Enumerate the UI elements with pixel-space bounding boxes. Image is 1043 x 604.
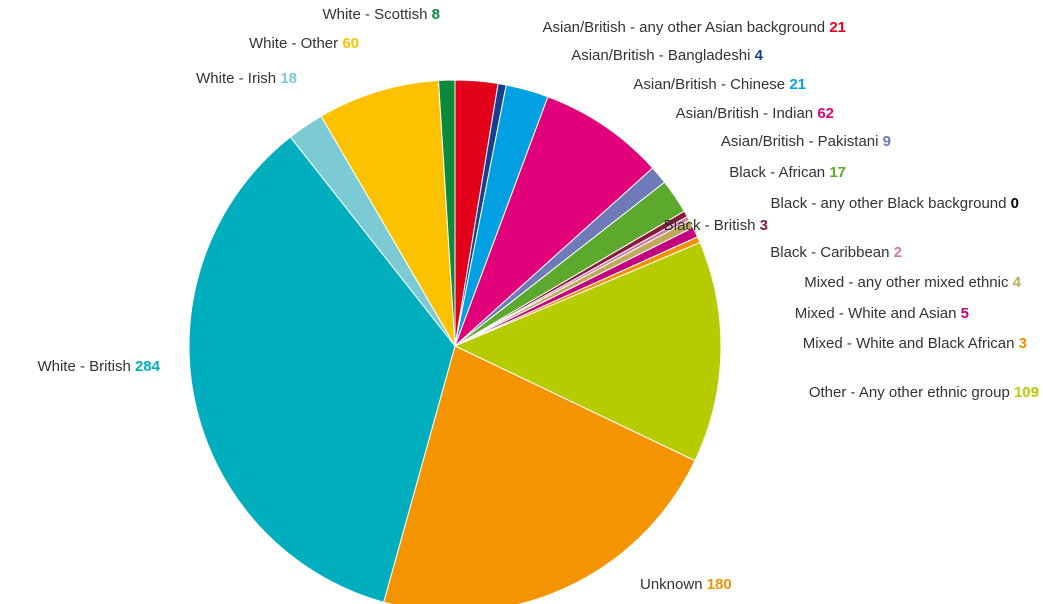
slice-label-asian-british-pakistani: Asian/British - Pakistani 9 bbox=[721, 133, 891, 150]
pie-slice-other-any-other-ethnic-group bbox=[453, 241, 722, 462]
slice-label-name: Other - Any other ethnic group bbox=[809, 384, 1014, 401]
slice-label-mixed-white-and-asian: Mixed - White and Asian 5 bbox=[795, 305, 969, 322]
slice-label-white-other: White - Other 60 bbox=[249, 35, 359, 52]
pie-slice-unknown bbox=[383, 345, 696, 604]
slice-label-name: Unknown bbox=[640, 576, 707, 593]
slice-label-name: White - Scottish bbox=[322, 6, 431, 23]
slice-label-asian-british-any-other-asian-background: Asian/British - any other Asian backgrou… bbox=[542, 19, 846, 36]
pie-slice-asian-british-indian bbox=[454, 96, 654, 347]
slice-label-value: 109 bbox=[1014, 384, 1039, 401]
slice-label-value: 21 bbox=[829, 19, 846, 36]
slice-label-value: 5 bbox=[961, 305, 969, 322]
slice-label-black-caribbean: Black - Caribbean 2 bbox=[770, 244, 902, 261]
slice-label-value: 62 bbox=[817, 105, 834, 122]
slice-label-name: Black - any other Black background bbox=[771, 195, 1011, 212]
slice-label-value: 2 bbox=[894, 244, 902, 261]
slice-label-value: 0 bbox=[1011, 195, 1019, 212]
slice-label-value: 60 bbox=[342, 35, 359, 52]
slice-label-unknown: Unknown 180 bbox=[640, 576, 732, 593]
pie-slice-white-scottish bbox=[437, 79, 456, 347]
slice-label-value: 3 bbox=[1019, 335, 1027, 352]
slice-label-black-african: Black - African 17 bbox=[729, 164, 846, 181]
slice-label-mixed-white-and-black-african: Mixed - White and Black African 3 bbox=[803, 335, 1027, 352]
pie-labels: Asian/British - any other Asian backgrou… bbox=[37, 6, 1039, 593]
slice-label-value: 18 bbox=[280, 70, 297, 87]
slice-label-other-any-other-ethnic-group: Other - Any other ethnic group 109 bbox=[809, 384, 1039, 401]
slice-label-name: White - Irish bbox=[196, 70, 280, 87]
slice-label-white-irish: White - Irish 18 bbox=[196, 70, 297, 87]
slice-label-name: Asian/British - Pakistani bbox=[721, 133, 883, 150]
slice-label-name: Black - Caribbean bbox=[770, 244, 893, 261]
slice-label-asian-british-chinese: Asian/British - Chinese 21 bbox=[633, 76, 806, 93]
slice-label-value: 4 bbox=[755, 47, 764, 64]
slice-label-name: White - Other bbox=[249, 35, 342, 52]
slice-label-name: Mixed - White and Asian bbox=[795, 305, 961, 322]
slice-label-name: Black - African bbox=[729, 164, 829, 181]
slice-label-name: Mixed - any other mixed ethnic bbox=[804, 274, 1012, 291]
slice-label-value: 17 bbox=[829, 164, 846, 181]
slice-label-white-british: White - British 284 bbox=[37, 358, 160, 375]
slice-label-black-british: Black - British 3 bbox=[664, 217, 768, 234]
slice-label-name: Asian/British - Bangladeshi bbox=[571, 47, 754, 64]
slice-label-value: 4 bbox=[1013, 274, 1022, 291]
pie-slice-white-other bbox=[320, 79, 456, 347]
slice-label-name: Mixed - White and Black African bbox=[803, 335, 1019, 352]
slice-label-name: Black - British bbox=[664, 217, 760, 234]
slice-label-mixed-any-other-mixed-ethnic: Mixed - any other mixed ethnic 4 bbox=[804, 274, 1021, 291]
slice-label-value: 9 bbox=[883, 133, 891, 150]
slice-label-value: 3 bbox=[760, 217, 768, 234]
slice-label-value: 21 bbox=[789, 76, 806, 93]
slice-label-white-scottish: White - Scottish 8 bbox=[322, 6, 440, 23]
slice-label-value: 180 bbox=[707, 576, 732, 593]
slice-label-name: Asian/British - Indian bbox=[676, 105, 818, 122]
slice-label-asian-british-indian: Asian/British - Indian 62 bbox=[676, 105, 834, 122]
slice-label-name: Asian/British - any other Asian backgrou… bbox=[542, 19, 829, 36]
slice-label-value: 284 bbox=[135, 358, 161, 375]
slice-label-name: White - British bbox=[37, 358, 135, 375]
slice-label-asian-british-bangladeshi: Asian/British - Bangladeshi 4 bbox=[571, 47, 763, 64]
pie-slices bbox=[188, 79, 722, 604]
pie-slice-white-british bbox=[188, 136, 456, 603]
slice-label-black-any-other-black-background: Black - any other Black background 0 bbox=[771, 195, 1019, 212]
slice-label-value: 8 bbox=[432, 6, 440, 23]
slice-label-name: Asian/British - Chinese bbox=[633, 76, 789, 93]
